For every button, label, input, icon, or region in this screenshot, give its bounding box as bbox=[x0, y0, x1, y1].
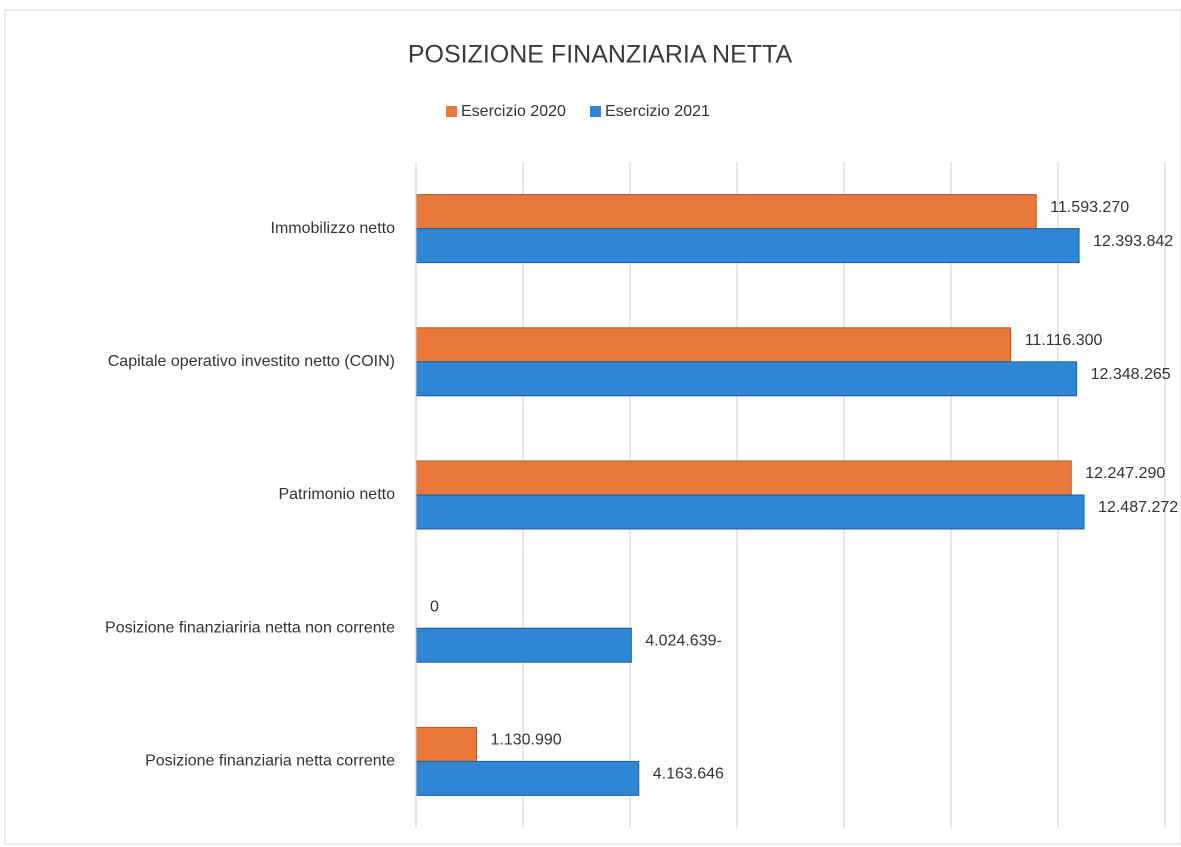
chart-title: POSIZIONE FINANZIARIA NETTA bbox=[408, 41, 793, 69]
legend-swatch bbox=[446, 106, 457, 117]
value-label: 12.393.842 bbox=[1093, 233, 1173, 250]
value-label: 11.116.300 bbox=[1025, 332, 1103, 349]
legend-label: Esercizio 2021 bbox=[605, 103, 710, 120]
legend-label: Esercizio 2020 bbox=[461, 103, 566, 120]
bar bbox=[415, 228, 1080, 264]
value-label: 12.247.290 bbox=[1085, 465, 1165, 482]
y-tick-label: Posizione finanziaria netta corrente bbox=[145, 753, 395, 770]
value-label: 4.024.639- bbox=[645, 632, 722, 649]
bar bbox=[415, 494, 1085, 530]
bar bbox=[415, 327, 1012, 363]
bar bbox=[415, 627, 632, 663]
chart-frame bbox=[4, 9, 1181, 845]
bar bbox=[415, 361, 1078, 397]
value-label: 12.487.272 bbox=[1098, 499, 1178, 516]
value-label: 12.348.265 bbox=[1091, 366, 1171, 383]
value-label: 11.593.270 bbox=[1050, 199, 1129, 216]
value-label: 4.163.646 bbox=[653, 766, 724, 783]
value-label: 0 bbox=[430, 598, 439, 615]
y-tick-label: Posizione finanziariria netta non corren… bbox=[105, 619, 395, 636]
y-tick-label: Immobilizzo netto bbox=[271, 220, 396, 237]
bar bbox=[415, 726, 478, 762]
bar bbox=[415, 760, 640, 796]
bar bbox=[415, 194, 1037, 230]
value-label: 1.130.990 bbox=[491, 732, 562, 749]
y-tick-label: Capitale operativo investito netto (COIN… bbox=[108, 353, 395, 370]
legend-swatch bbox=[589, 106, 601, 117]
bar bbox=[415, 460, 1072, 496]
y-tick-label: Patrimonio netto bbox=[278, 486, 395, 503]
